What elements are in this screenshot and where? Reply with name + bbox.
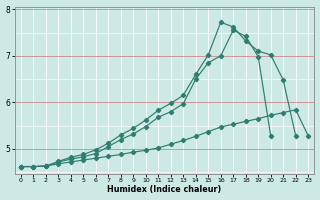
X-axis label: Humidex (Indice chaleur): Humidex (Indice chaleur) bbox=[108, 185, 222, 194]
